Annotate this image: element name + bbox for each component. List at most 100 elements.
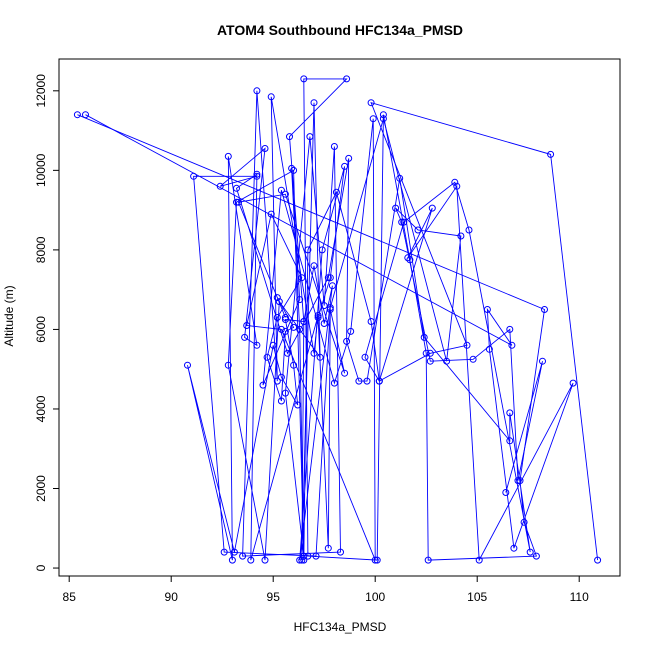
data-point bbox=[298, 556, 306, 564]
data-point bbox=[337, 548, 344, 556]
data-point bbox=[541, 306, 548, 313]
data-point bbox=[532, 552, 540, 560]
data-point bbox=[347, 327, 355, 335]
data-point bbox=[261, 145, 269, 152]
data-point bbox=[485, 345, 493, 353]
x-axis: 85 90 95 100 105 110 bbox=[63, 575, 589, 604]
y-tick-label: 6000 bbox=[34, 316, 48, 343]
data-point bbox=[281, 190, 289, 198]
data-point bbox=[253, 170, 261, 178]
series-line bbox=[85, 114, 574, 562]
data-point bbox=[269, 341, 277, 349]
data-point bbox=[310, 262, 318, 270]
data-point bbox=[300, 556, 308, 564]
data-point bbox=[326, 306, 334, 313]
data-point bbox=[457, 232, 465, 240]
y-tick-label: 0 bbox=[34, 564, 48, 571]
data-point bbox=[290, 166, 298, 174]
data-point bbox=[230, 548, 238, 556]
data-point bbox=[510, 544, 518, 552]
series-layer bbox=[73, 75, 602, 564]
data-point bbox=[224, 152, 232, 160]
data-point bbox=[235, 198, 242, 206]
data-point bbox=[300, 318, 308, 325]
data-point bbox=[379, 115, 387, 123]
data-point bbox=[502, 489, 510, 496]
data-point bbox=[332, 188, 340, 196]
data-point bbox=[267, 93, 275, 101]
x-tick-label: 100 bbox=[365, 590, 385, 604]
data-point bbox=[330, 379, 338, 387]
data-point bbox=[273, 377, 281, 385]
x-tick-label: 105 bbox=[467, 590, 487, 604]
chart-title: ATOM4 Southbound HFC134a_PMSD bbox=[217, 22, 463, 38]
data-point bbox=[277, 325, 285, 333]
data-point bbox=[514, 477, 522, 485]
x-tick-label: 110 bbox=[570, 590, 589, 604]
data-point bbox=[465, 226, 473, 234]
data-point bbox=[241, 333, 249, 341]
data-point bbox=[398, 218, 406, 226]
y-tick-label: 4000 bbox=[34, 395, 48, 422]
data-point bbox=[375, 377, 383, 385]
data-point bbox=[298, 274, 306, 282]
data-point bbox=[326, 304, 334, 312]
data-point bbox=[369, 115, 377, 123]
data-point bbox=[453, 182, 461, 190]
data-point bbox=[281, 327, 289, 335]
data-point bbox=[290, 361, 298, 369]
data-point bbox=[451, 178, 459, 186]
data-point bbox=[506, 437, 514, 445]
data-point bbox=[277, 397, 285, 405]
data-point bbox=[281, 316, 289, 323]
data-point bbox=[463, 341, 471, 349]
data-point bbox=[428, 204, 436, 212]
data-point bbox=[392, 204, 400, 212]
data-point bbox=[243, 322, 251, 329]
data-point bbox=[424, 556, 432, 564]
data-point bbox=[314, 314, 322, 321]
data-point bbox=[259, 381, 267, 389]
data-point bbox=[330, 143, 338, 150]
data-point bbox=[281, 314, 289, 321]
data-point bbox=[228, 556, 236, 564]
data-point bbox=[341, 162, 349, 170]
data-point bbox=[277, 186, 285, 194]
data-point bbox=[422, 349, 430, 357]
data-point bbox=[328, 282, 336, 290]
x-tick-label: 85 bbox=[63, 590, 77, 604]
x-tick-label: 90 bbox=[165, 590, 179, 604]
data-point bbox=[361, 353, 369, 361]
data-point bbox=[324, 544, 332, 552]
data-point bbox=[526, 548, 534, 556]
data-point bbox=[281, 389, 289, 397]
data-point bbox=[506, 325, 514, 333]
data-point bbox=[300, 75, 308, 83]
x-axis-label: HFC134a_PMSD bbox=[294, 620, 387, 634]
data-point bbox=[355, 377, 363, 385]
data-point bbox=[261, 556, 269, 564]
data-point bbox=[345, 154, 353, 162]
data-point bbox=[288, 164, 296, 172]
data-point bbox=[304, 246, 312, 254]
data-point bbox=[426, 349, 434, 357]
data-point bbox=[220, 548, 228, 556]
data-point bbox=[371, 556, 379, 564]
y-tick-label: 2000 bbox=[34, 475, 48, 502]
data-point bbox=[539, 357, 546, 365]
x-tick-label: 95 bbox=[267, 590, 281, 604]
data-point bbox=[253, 172, 261, 180]
data-point bbox=[367, 99, 375, 107]
data-point bbox=[253, 87, 261, 95]
data-point bbox=[73, 111, 81, 119]
y-axis: 0 2000 4000 6000 8000 10000 12000 bbox=[34, 74, 60, 571]
data-point bbox=[594, 556, 602, 564]
y-tick-label: 10000 bbox=[34, 153, 48, 187]
data-point bbox=[247, 556, 255, 564]
data-point bbox=[310, 99, 318, 107]
data-point bbox=[475, 556, 483, 564]
data-point bbox=[373, 556, 381, 564]
series-line bbox=[77, 78, 599, 561]
